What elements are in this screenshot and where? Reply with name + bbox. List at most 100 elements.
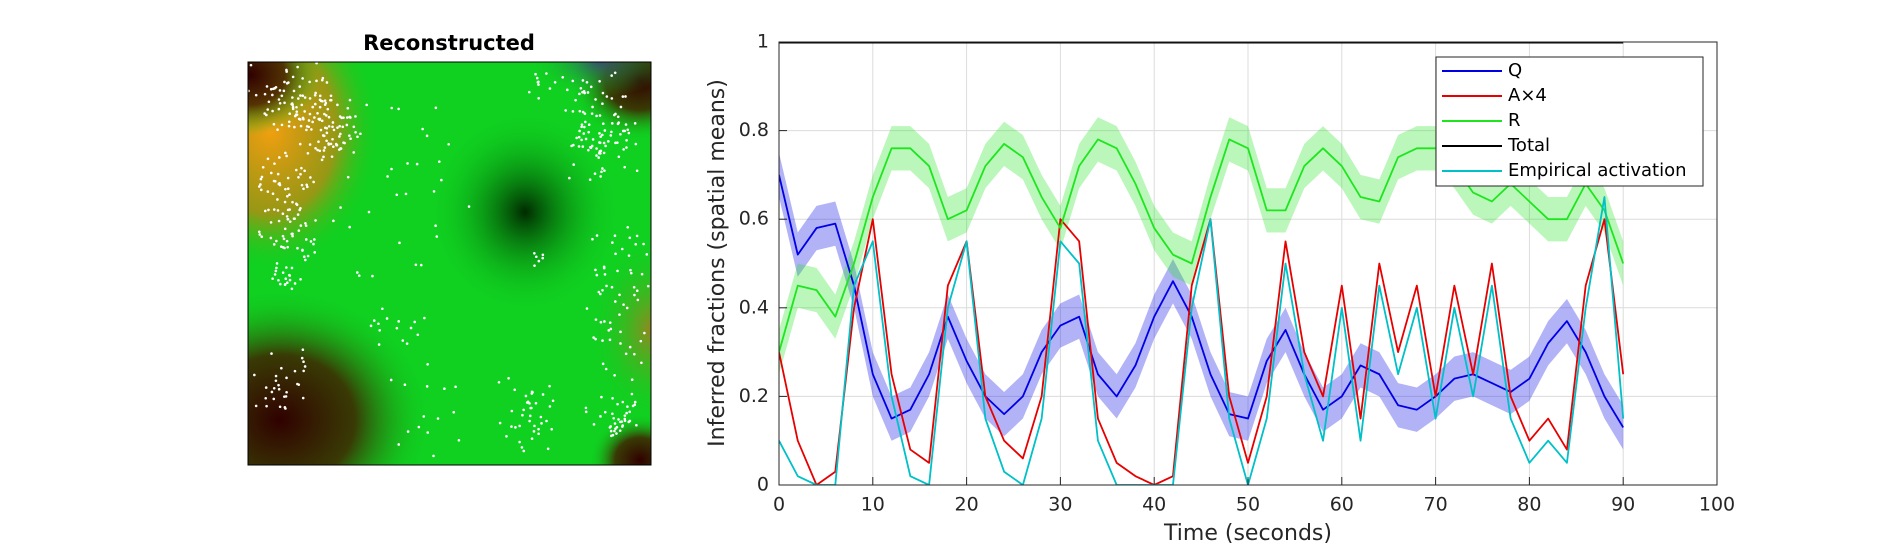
image-dot	[283, 227, 287, 231]
image-dot	[415, 162, 419, 166]
image-dot	[574, 98, 577, 102]
image-dot	[355, 271, 359, 274]
image-dot	[278, 282, 282, 286]
image-dot	[291, 75, 295, 79]
image-dot	[277, 383, 280, 387]
image-dot	[292, 89, 296, 93]
image-dot	[584, 137, 588, 141]
image-dot	[599, 149, 603, 153]
image-dot	[404, 192, 408, 196]
image-dot	[597, 156, 601, 159]
image-dot	[265, 85, 269, 88]
image-dot	[518, 424, 521, 428]
image-dot	[403, 383, 407, 387]
image-dot	[623, 414, 627, 417]
image-dot	[419, 263, 423, 267]
image-dot	[601, 167, 604, 170]
image-dot	[553, 80, 557, 84]
image-dot	[601, 122, 605, 126]
image-dot	[571, 79, 575, 83]
image-dot	[613, 71, 617, 75]
image-dot	[564, 109, 567, 112]
image-dot	[594, 268, 597, 272]
image-dot	[309, 240, 313, 243]
image-dot	[283, 395, 286, 398]
image-dot	[595, 154, 598, 157]
image-dot	[297, 97, 300, 100]
image-dot	[505, 435, 508, 438]
image-dot	[330, 155, 334, 158]
image-dot	[288, 112, 291, 116]
image-dot	[348, 98, 352, 102]
image-dot	[304, 224, 308, 227]
image-dot	[318, 94, 322, 98]
image-dot	[300, 166, 303, 170]
image-dot	[604, 367, 608, 371]
image-dot	[436, 417, 440, 420]
image-dot	[321, 76, 325, 80]
image-dot	[303, 365, 307, 368]
image-dot	[616, 115, 620, 119]
ticks: 0 10 20 30 40 50 60 70 80 90 100 0 0.2 0.4 0.6 0.8 1	[739, 31, 1735, 516]
image-dot	[290, 102, 293, 106]
image-dot	[302, 360, 305, 364]
image-dot	[619, 342, 622, 345]
image-dot	[417, 425, 421, 429]
image-dot	[285, 266, 288, 269]
image-dot	[277, 107, 281, 111]
image-dot	[594, 318, 598, 321]
image-dot	[312, 242, 315, 246]
image-dot	[299, 277, 302, 281]
image-dot	[275, 262, 279, 265]
image-dot	[581, 110, 585, 114]
image-dot	[329, 98, 333, 102]
series-line	[779, 138, 1625, 353]
image-dot	[528, 414, 532, 418]
image-dot	[263, 92, 267, 96]
x-tick-label: 60	[1330, 494, 1354, 516]
legend: Q A×4 R Total Empirical activation	[1435, 56, 1704, 187]
image-dot	[615, 425, 619, 429]
image-dot	[297, 229, 301, 232]
image-dot	[277, 98, 281, 101]
image-dot	[625, 411, 628, 415]
image-dot	[621, 129, 625, 133]
image-dot	[584, 120, 587, 124]
image-dot	[288, 273, 291, 277]
image-dot	[278, 89, 282, 92]
image-dot	[586, 91, 590, 94]
series-line	[779, 174, 1624, 428]
heatmap-image	[248, 62, 651, 465]
image-dot	[623, 419, 627, 423]
image-dot	[275, 266, 278, 270]
image-dot	[619, 330, 622, 334]
legend-label: R	[1508, 110, 1521, 131]
image-dot	[285, 154, 288, 158]
image-dot	[601, 339, 604, 342]
image-dot	[636, 298, 640, 302]
image-dot	[585, 80, 589, 84]
image-dot	[548, 384, 551, 388]
image-dot	[630, 392, 634, 396]
image-dot	[299, 124, 303, 128]
image-dot	[624, 95, 627, 98]
image-dot	[589, 85, 593, 89]
image-dot	[286, 187, 290, 190]
image-dot	[627, 131, 631, 135]
image-dot	[527, 90, 531, 94]
image-dot	[272, 397, 276, 401]
image-dot	[628, 410, 632, 414]
image-dot	[283, 101, 286, 105]
image-dot	[284, 151, 287, 155]
image-dot	[348, 225, 351, 229]
image-dot	[611, 412, 614, 416]
image-dot	[616, 141, 619, 144]
image-dot	[432, 454, 435, 458]
image-dot	[320, 78, 324, 82]
image-dot	[357, 274, 361, 277]
image-dot	[288, 208, 291, 211]
image-dot	[317, 140, 320, 144]
image-dot	[510, 425, 513, 428]
image-dot	[584, 410, 588, 414]
image-dot	[443, 387, 446, 391]
